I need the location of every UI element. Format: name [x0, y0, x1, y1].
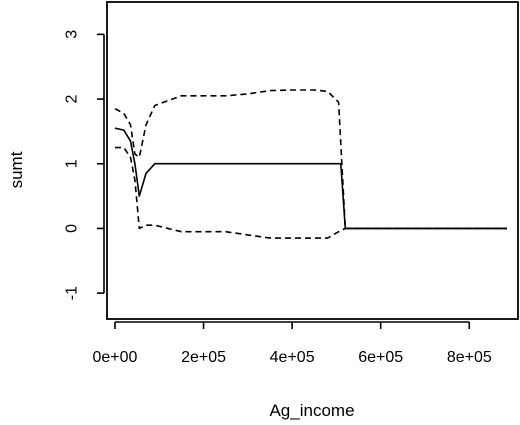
x-tick-label: 4e+05 — [270, 349, 315, 366]
y-tick-label: -1 — [64, 286, 81, 300]
y-tick-label: 1 — [64, 159, 81, 168]
series-line-3 — [115, 146, 507, 239]
y-tick-label: 3 — [64, 30, 81, 39]
x-tick-label: 0e+00 — [93, 349, 138, 366]
y-axis: -1 0 1 2 3 — [64, 30, 105, 300]
x-axis-title: Ag_income — [269, 401, 354, 420]
x-tick-label: 2e+05 — [181, 349, 226, 366]
x-tick-label: 8e+05 — [447, 349, 492, 366]
series-line-2 — [114, 89, 507, 230]
series-line-1 — [114, 127, 507, 230]
y-tick-label: 0 — [64, 224, 81, 233]
y-tick-label: 2 — [64, 94, 81, 103]
x-tick-label: 6e+05 — [358, 349, 403, 366]
x-axis: 0e+00 2e+05 4e+05 6e+05 8e+05 — [93, 321, 492, 366]
plot-frame — [106, 1, 519, 320]
series-layer — [114, 89, 507, 239]
y-axis-title: sumt — [7, 151, 26, 188]
